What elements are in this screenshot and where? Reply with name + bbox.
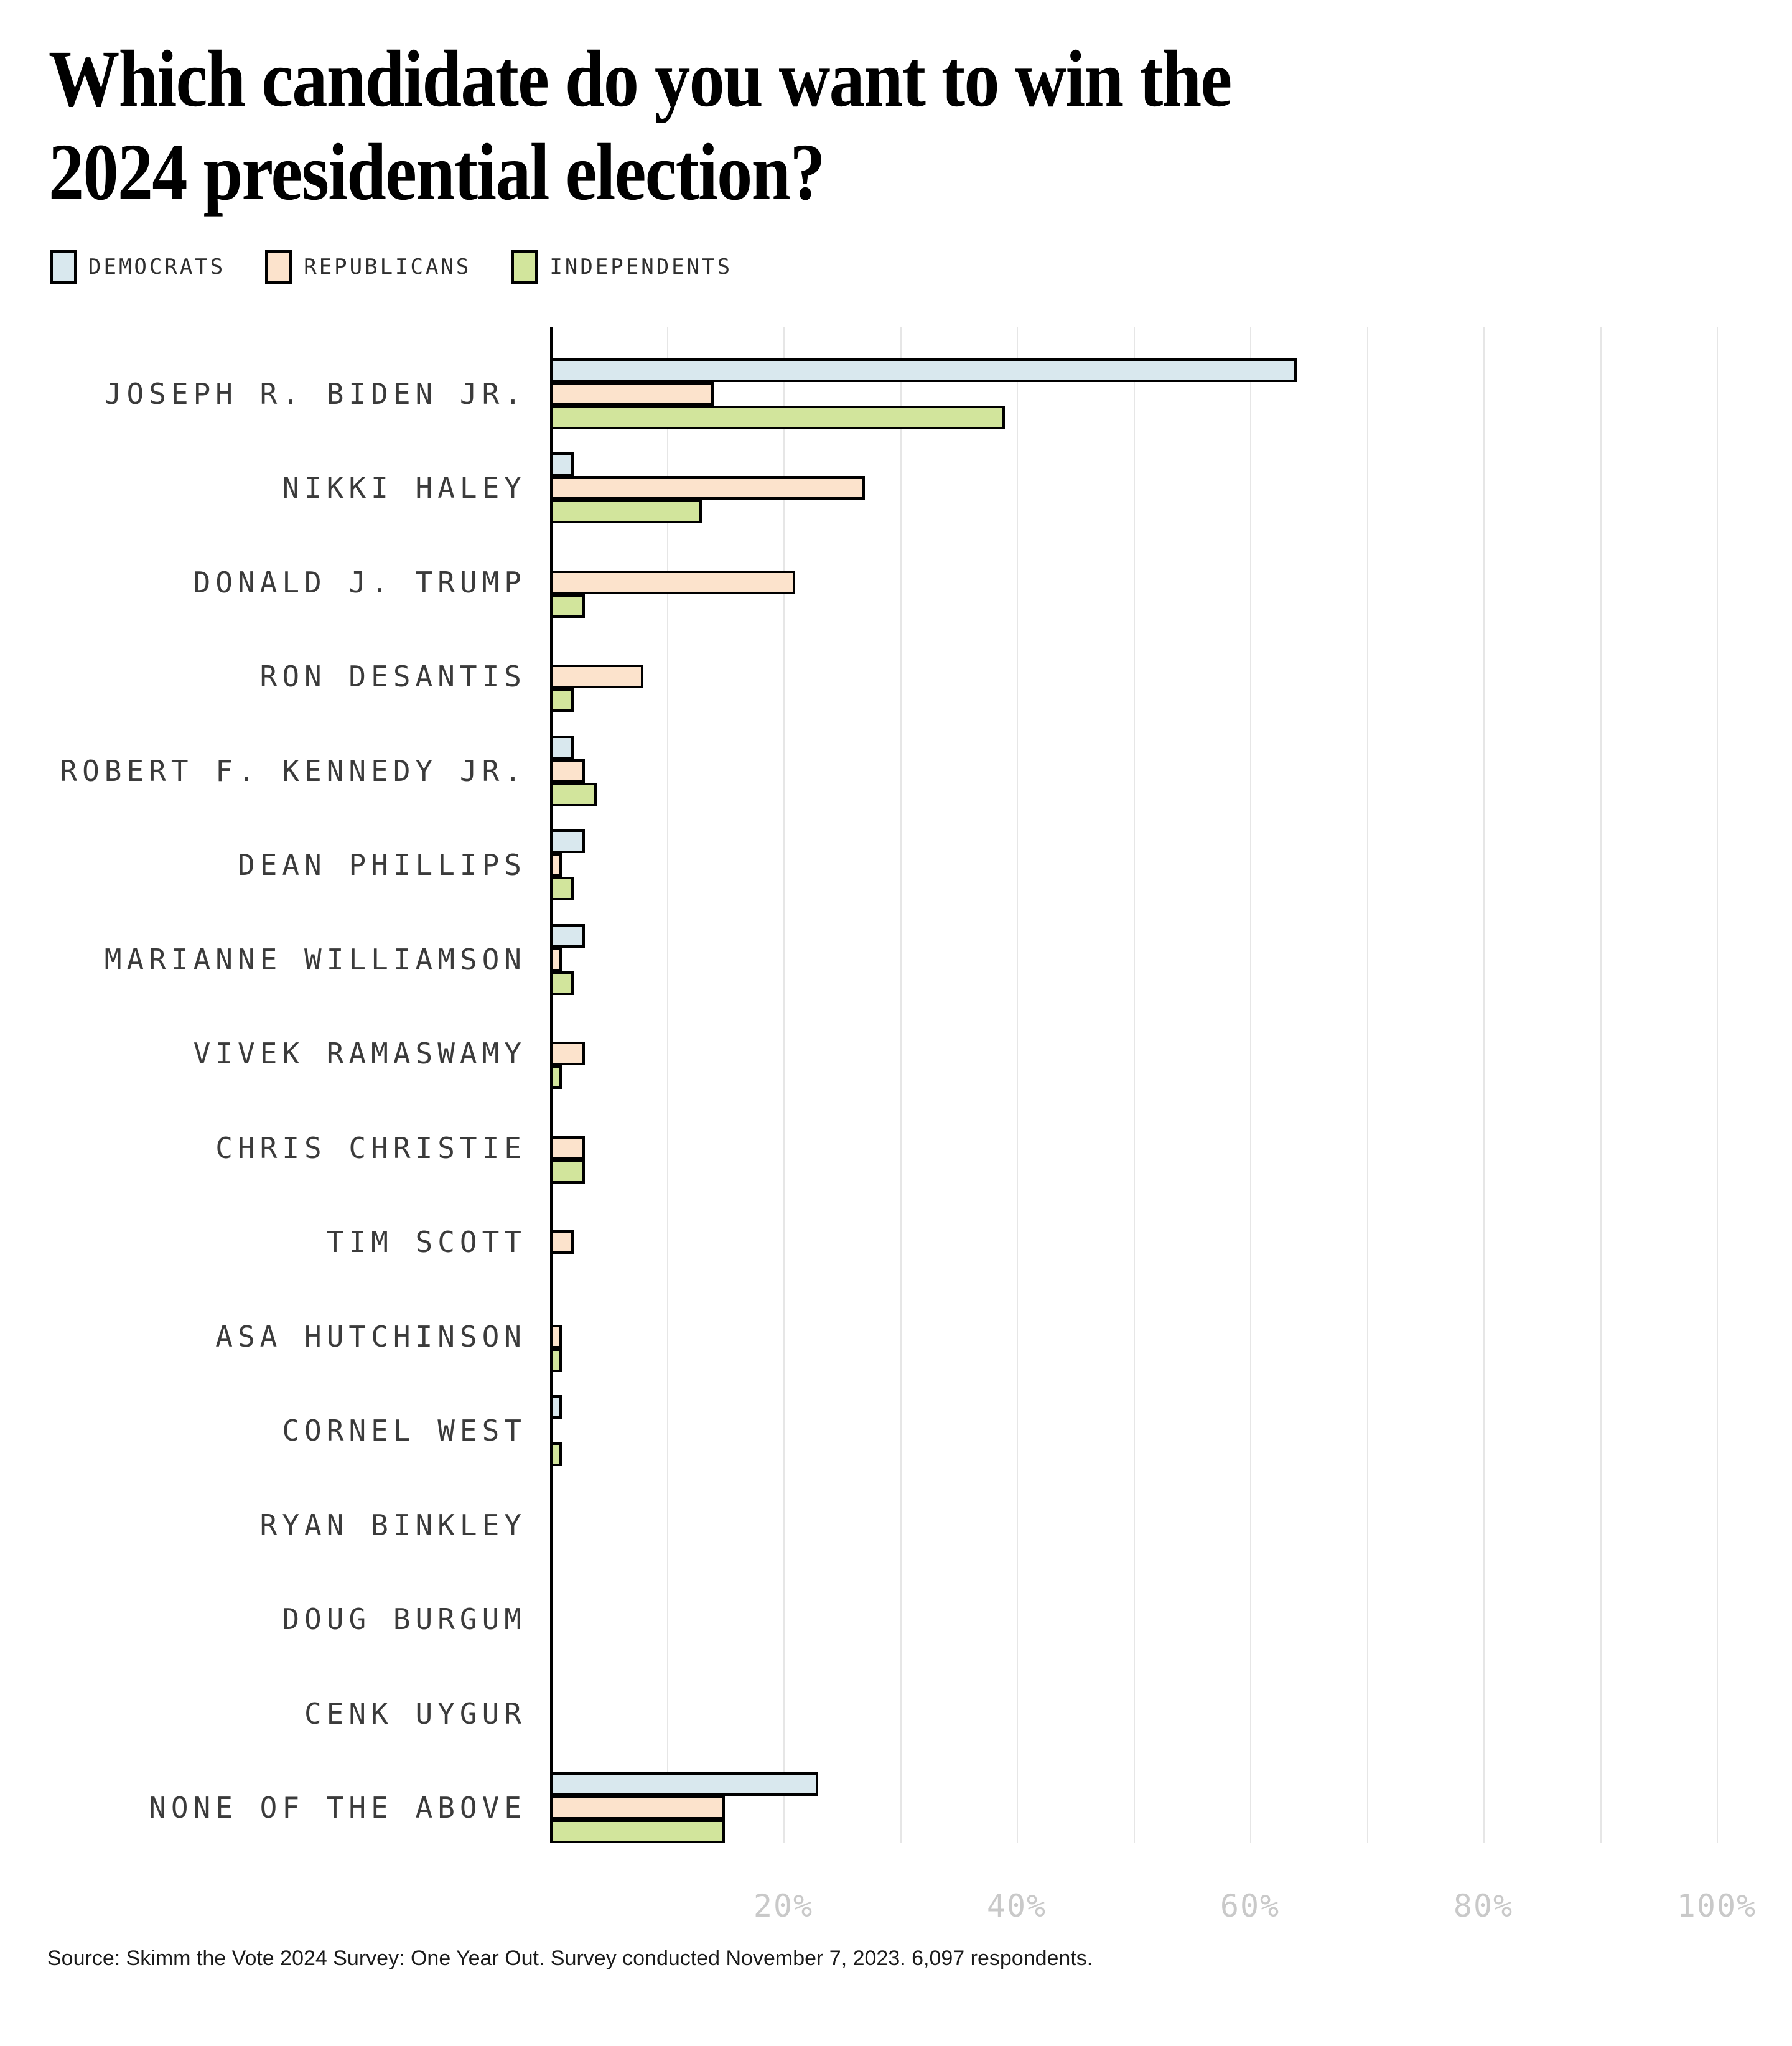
bar-democrats <box>550 735 574 759</box>
bar-republicans <box>550 1796 726 1819</box>
chart-title-line2: 2024 presidential election? <box>49 128 826 217</box>
category-label: DONALD J. TRUMP <box>193 565 526 599</box>
democrats-swatch-icon <box>50 250 77 284</box>
bar-democrats <box>550 829 586 853</box>
category-label: NIKKI HALEY <box>282 471 526 505</box>
bar-republicans <box>550 1324 562 1348</box>
bar-republicans <box>550 853 562 877</box>
legend-item-independents: INDEPENDENTS <box>511 250 732 284</box>
x-tick-label: 100% <box>1676 1888 1757 1924</box>
category-label: CORNEL WEST <box>282 1414 526 1447</box>
category-label: CENK UYGUR <box>304 1696 526 1731</box>
chart-title-line1: Which candidate do you want to win the <box>49 34 1232 124</box>
bar-republicans <box>550 381 714 406</box>
category-label: ASA HUTCHINSON <box>215 1319 526 1353</box>
bar-republicans <box>550 1136 586 1160</box>
gridline-80pct <box>1483 327 1485 1843</box>
gridline-90pct <box>1600 327 1602 1843</box>
gridline-60pct <box>1250 327 1251 1843</box>
gridline-10pct <box>666 327 668 1843</box>
bar-democrats <box>550 1772 819 1796</box>
legend-item-democrats: DEMOCRATS <box>50 250 225 284</box>
category-label: CHRIS CHRISTIE <box>215 1131 526 1165</box>
gridline-70pct <box>1366 327 1368 1843</box>
bar-independents <box>550 1819 726 1843</box>
category-label: ROBERT F. KENNEDY JR. <box>60 754 526 788</box>
bar-democrats <box>550 358 1297 382</box>
source-note: Source: Skimm the Vote 2024 Survey: One … <box>47 1946 1093 1970</box>
bar-republicans <box>550 1042 586 1065</box>
x-tick-label: 20% <box>753 1888 814 1924</box>
bar-democrats <box>550 452 574 476</box>
legend: DEMOCRATS REPUBLICANS INDEPENDENTS <box>50 250 732 284</box>
chart-title: Which candidate do you want to win the 2… <box>49 32 1232 219</box>
gridline-20pct <box>783 327 785 1843</box>
bar-democrats <box>550 923 586 948</box>
bar-independents <box>550 782 597 806</box>
category-label: VIVEK RAMASWAMY <box>193 1037 526 1070</box>
bar-independents <box>550 688 574 712</box>
legend-label-republicans: REPUBLICANS <box>304 255 472 279</box>
bar-independents <box>550 594 586 618</box>
bar-independents <box>550 1065 562 1089</box>
category-label: DEAN PHILLIPS <box>237 848 526 882</box>
category-label: RYAN BINKLEY <box>259 1508 526 1542</box>
bar-independents <box>550 500 702 523</box>
bar-republicans <box>550 947 562 971</box>
category-label: DOUG BURGUM <box>282 1602 526 1636</box>
bar-republicans <box>550 1230 574 1254</box>
legend-item-republicans: REPUBLICANS <box>265 250 471 284</box>
x-tick-label: 40% <box>986 1888 1047 1924</box>
bar-independents <box>550 1348 562 1372</box>
bar-independents <box>550 971 574 995</box>
category-label: JOSEPH R. BIDEN JR. <box>104 376 526 411</box>
bar-republicans <box>550 570 795 594</box>
category-label: TIM SCOTT <box>326 1225 526 1259</box>
bar-independents <box>550 1442 562 1466</box>
independents-swatch-icon <box>511 250 539 284</box>
bar-republicans <box>550 665 643 688</box>
x-tick-label: 80% <box>1453 1888 1514 1924</box>
bar-independents <box>550 405 1006 429</box>
category-label: NONE OF THE ABOVE <box>149 1791 526 1824</box>
legend-label-independents: INDEPENDENTS <box>549 255 733 279</box>
gridline-50pct <box>1133 327 1135 1843</box>
gridline-40pct <box>1017 327 1018 1843</box>
bar-republicans <box>550 476 866 500</box>
gridline-30pct <box>900 327 902 1843</box>
bar-democrats <box>550 1395 562 1419</box>
category-label: RON DESANTIS <box>259 660 526 693</box>
republicans-swatch-icon <box>265 250 293 284</box>
legend-label-democrats: DEMOCRATS <box>88 255 226 279</box>
bar-independents <box>550 1159 586 1184</box>
bar-republicans <box>550 759 586 783</box>
bar-independents <box>550 877 574 900</box>
x-tick-label: 60% <box>1220 1888 1281 1924</box>
category-label: MARIANNE WILLIAMSON <box>104 942 526 976</box>
gridline-100pct <box>1717 327 1718 1843</box>
